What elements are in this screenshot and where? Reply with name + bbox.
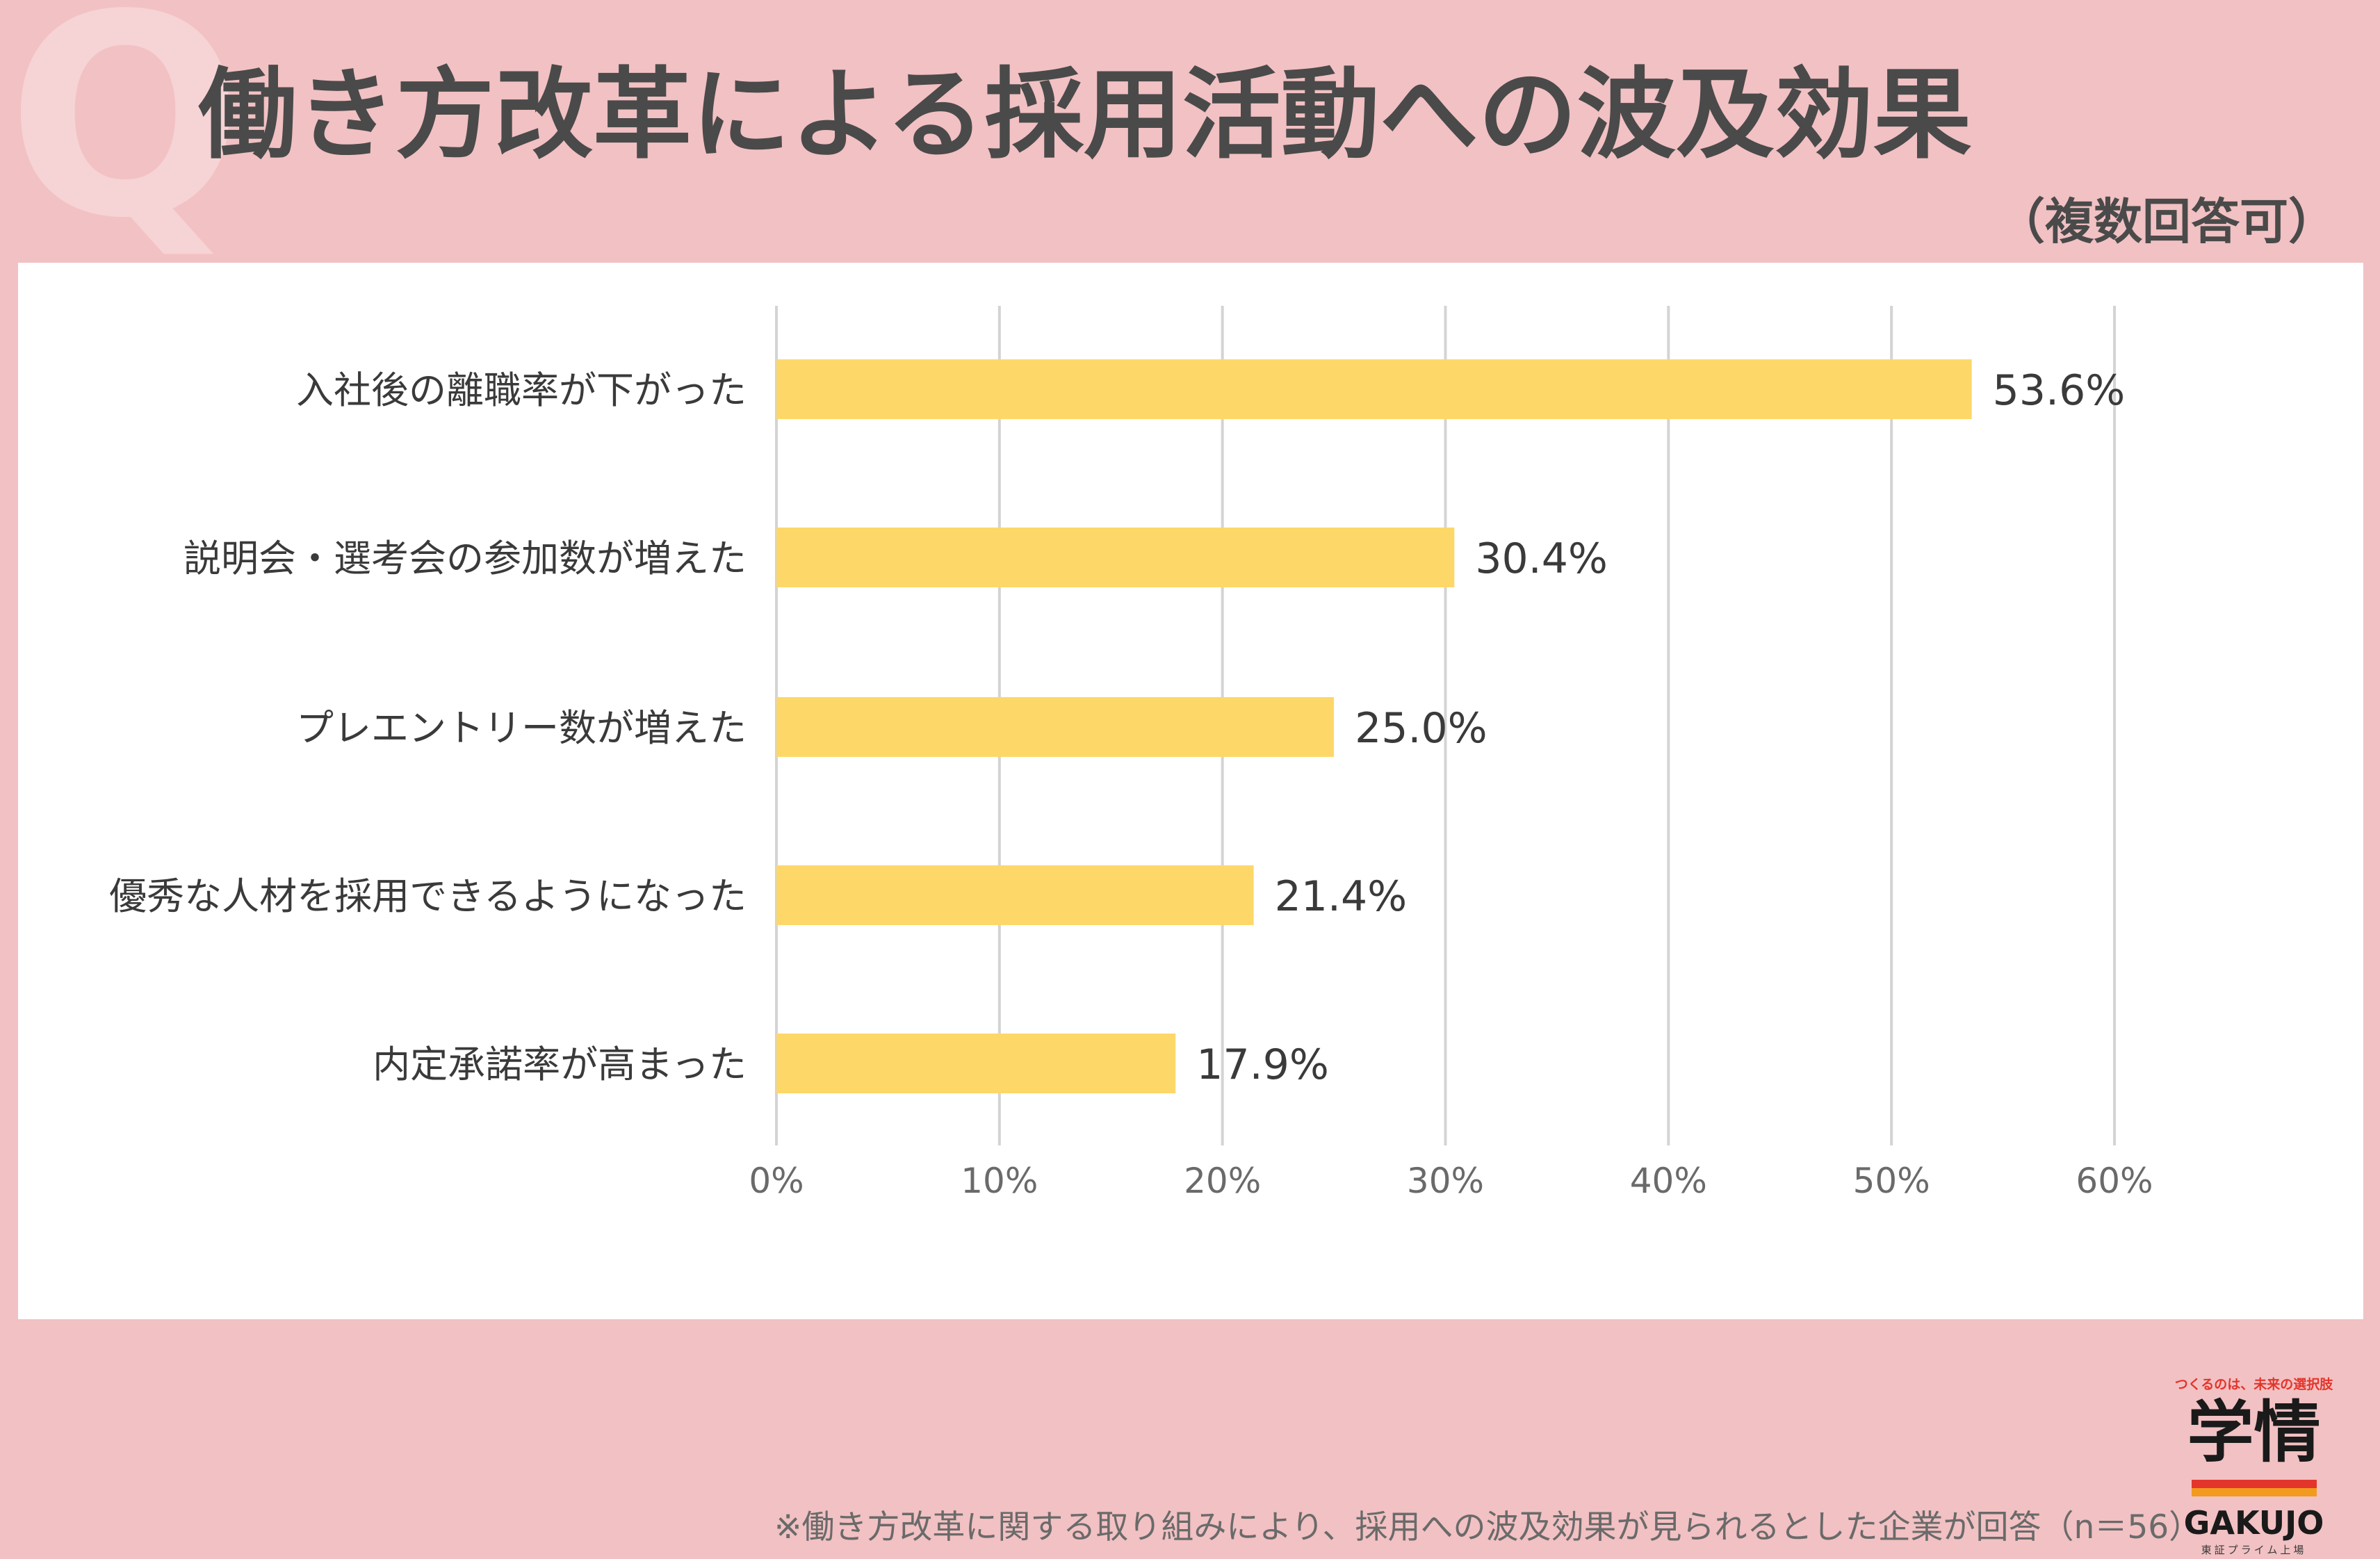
category-label: 優秀な人材を採用できるようになった — [109, 874, 747, 918]
logo-red-stripe — [2192, 1480, 2317, 1488]
x-tick-label: 0% — [749, 1161, 804, 1201]
logo-kanji: 学情 — [2187, 1394, 2321, 1471]
x-tick-label: 60% — [2076, 1161, 2153, 1201]
category-label: 入社後の離職率が下がった — [296, 368, 747, 412]
category-label: 内定承諾率が高まった — [373, 1043, 747, 1086]
x-tick-label: 40% — [1630, 1161, 1707, 1201]
bar-chart: 0% 10% 20% 30% 40% 50% 60% 入社後の離職率が下がった 53.6% 説明会… — [109, 306, 2153, 1201]
logo-listing: 東証プライム上場 — [2201, 1544, 2307, 1556]
bar — [776, 697, 1335, 757]
value-label: 30.4% — [1475, 534, 1608, 583]
logo-roman: GAKUJO — [2183, 1504, 2324, 1542]
q-mark-decoration: Q — [7, 0, 244, 279]
category-label: 説明会・選考会の参加数が増えた — [184, 537, 747, 580]
logo-tagline: つくるのは、未来の選択肢 — [2174, 1377, 2333, 1392]
chart-panel: 0% 10% 20% 30% 40% 50% 60% 入社後の離職率が下がった 53.6% 説明会… — [18, 263, 2363, 1556]
bar — [776, 1034, 1176, 1093]
page-title: 働き方改革による採用活動への波及効果 — [198, 58, 1972, 172]
bar — [776, 865, 1254, 925]
value-label: 25.0% — [1355, 704, 1488, 753]
value-label: 53.6% — [1993, 366, 2126, 415]
value-label: 21.4% — [1275, 872, 1408, 921]
x-tick-label: 30% — [1407, 1161, 1484, 1201]
logo-orange-stripe — [2192, 1488, 2317, 1496]
value-label: 17.9% — [1196, 1040, 1329, 1089]
footnote: ※働き方改革に関する取り組みにより、採用への波及効果が見られるとした企業が回答（… — [774, 1508, 2202, 1546]
category-label: プレエントリー数が増えた — [296, 706, 747, 750]
page-subtitle: （複数回答可） — [1996, 193, 2337, 250]
x-tick-label: 20% — [1184, 1161, 1261, 1201]
bar — [776, 528, 1455, 587]
x-tick-label: 50% — [1853, 1161, 1930, 1201]
gakujo-logo: つくるのは、未来の選択肢 学情 GAKUJO 東証プライム上場 — [2169, 1378, 2339, 1559]
bar — [776, 359, 1972, 419]
x-tick-label: 10% — [961, 1161, 1038, 1201]
